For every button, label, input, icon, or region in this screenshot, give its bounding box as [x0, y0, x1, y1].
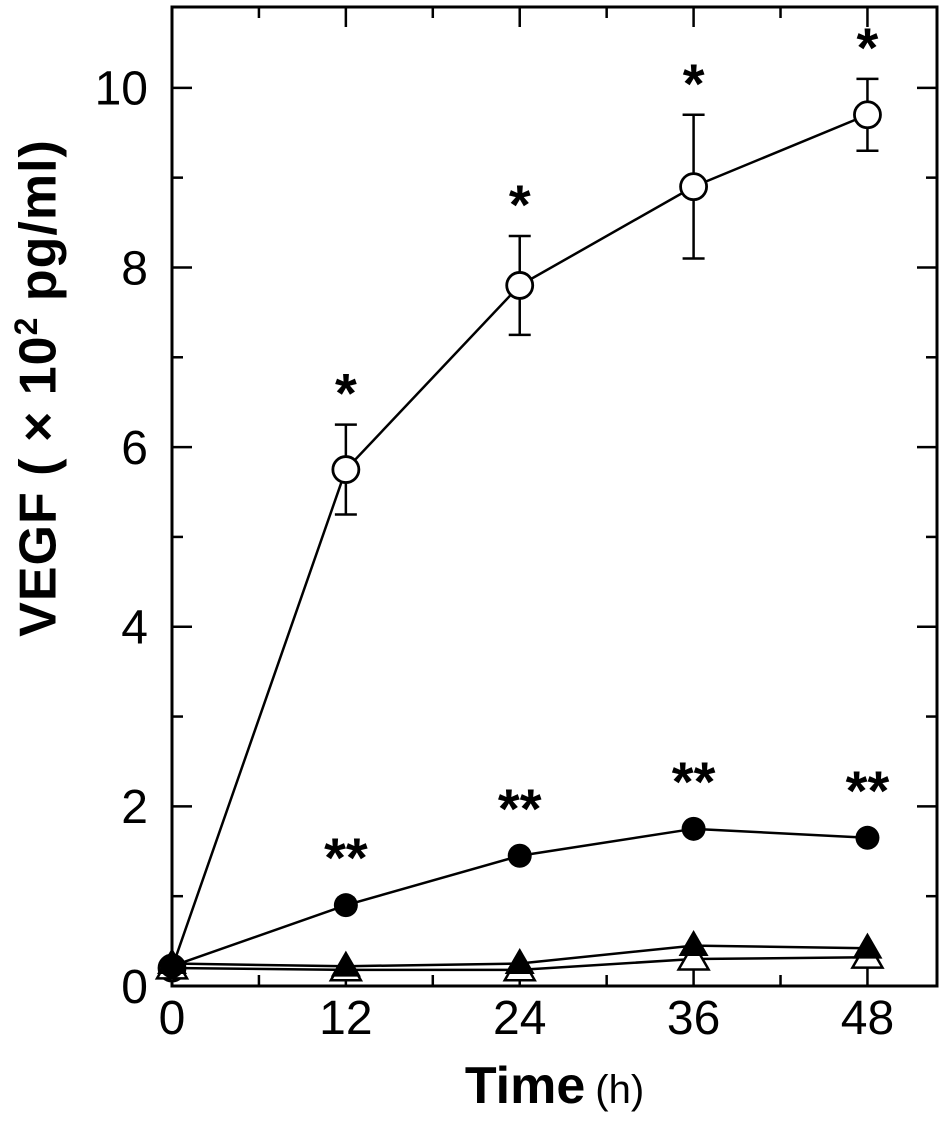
x-tick-label: 36 [667, 992, 720, 1045]
filled-triangle-marker [504, 947, 535, 974]
y-tick-label: 0 [121, 961, 148, 1014]
open-circle-marker [853, 100, 882, 130]
x-axis-title-main: Time [464, 1057, 586, 1115]
y-axis-title-exponent: 2 [8, 316, 44, 336]
series-filled-circle: ** ** ** ** [160, 750, 890, 979]
x-axis-title: Time (h) [172, 1056, 937, 1116]
filled-triangle-marker [678, 929, 709, 956]
x-tick-label: 12 [319, 992, 372, 1045]
filled-triangle-marker [852, 932, 883, 959]
y-tick-label: 6 [121, 422, 148, 475]
x-tick-labels: 0 12 24 36 48 [159, 992, 895, 1045]
x-tick-label: 48 [841, 992, 894, 1045]
y-tick-label: 4 [121, 602, 148, 655]
x-axis-title-unit: (h) [595, 1068, 645, 1112]
y-axis-title: VEGF ( × 102 pg/ml) [8, 8, 72, 768]
filled-circle-marker [681, 816, 706, 841]
plot-frame [170, 5, 939, 988]
significance-label: * [857, 16, 879, 79]
y-tick-label: 8 [121, 242, 148, 295]
x-tick-label: 0 [159, 992, 186, 1045]
significance-label: * [683, 52, 705, 115]
filled-triangle-marker [330, 950, 361, 977]
series-open-circle: **** [157, 16, 882, 983]
y-tick-label: 10 [95, 63, 148, 116]
open-circle-marker [505, 271, 535, 300]
significance-label: * [335, 362, 357, 425]
y-tick-label: 2 [121, 781, 148, 834]
significance-label: ** [846, 759, 890, 822]
significance-label: ** [324, 826, 368, 889]
filled-circle-marker [507, 843, 532, 868]
y-tick-labels: 0 2 4 6 8 10 [95, 63, 148, 1014]
open-triangle-marker [676, 940, 711, 971]
open-circle-marker [331, 455, 361, 484]
x-tick-label: 24 [493, 992, 546, 1045]
y-axis-title-suffix: pg/ml) [9, 139, 68, 317]
open-circle-marker [679, 172, 708, 202]
significance-label: ** [672, 750, 716, 813]
filled-circle-marker [333, 893, 358, 918]
y-axis-title-prefix: VEGF ( × 10 [9, 335, 68, 637]
filled-circle-marker [855, 825, 880, 850]
axis-ticks [170, 7, 937, 988]
significance-label: * [509, 173, 531, 236]
significance-label: ** [498, 777, 542, 840]
filled-circle-marker [160, 954, 184, 979]
